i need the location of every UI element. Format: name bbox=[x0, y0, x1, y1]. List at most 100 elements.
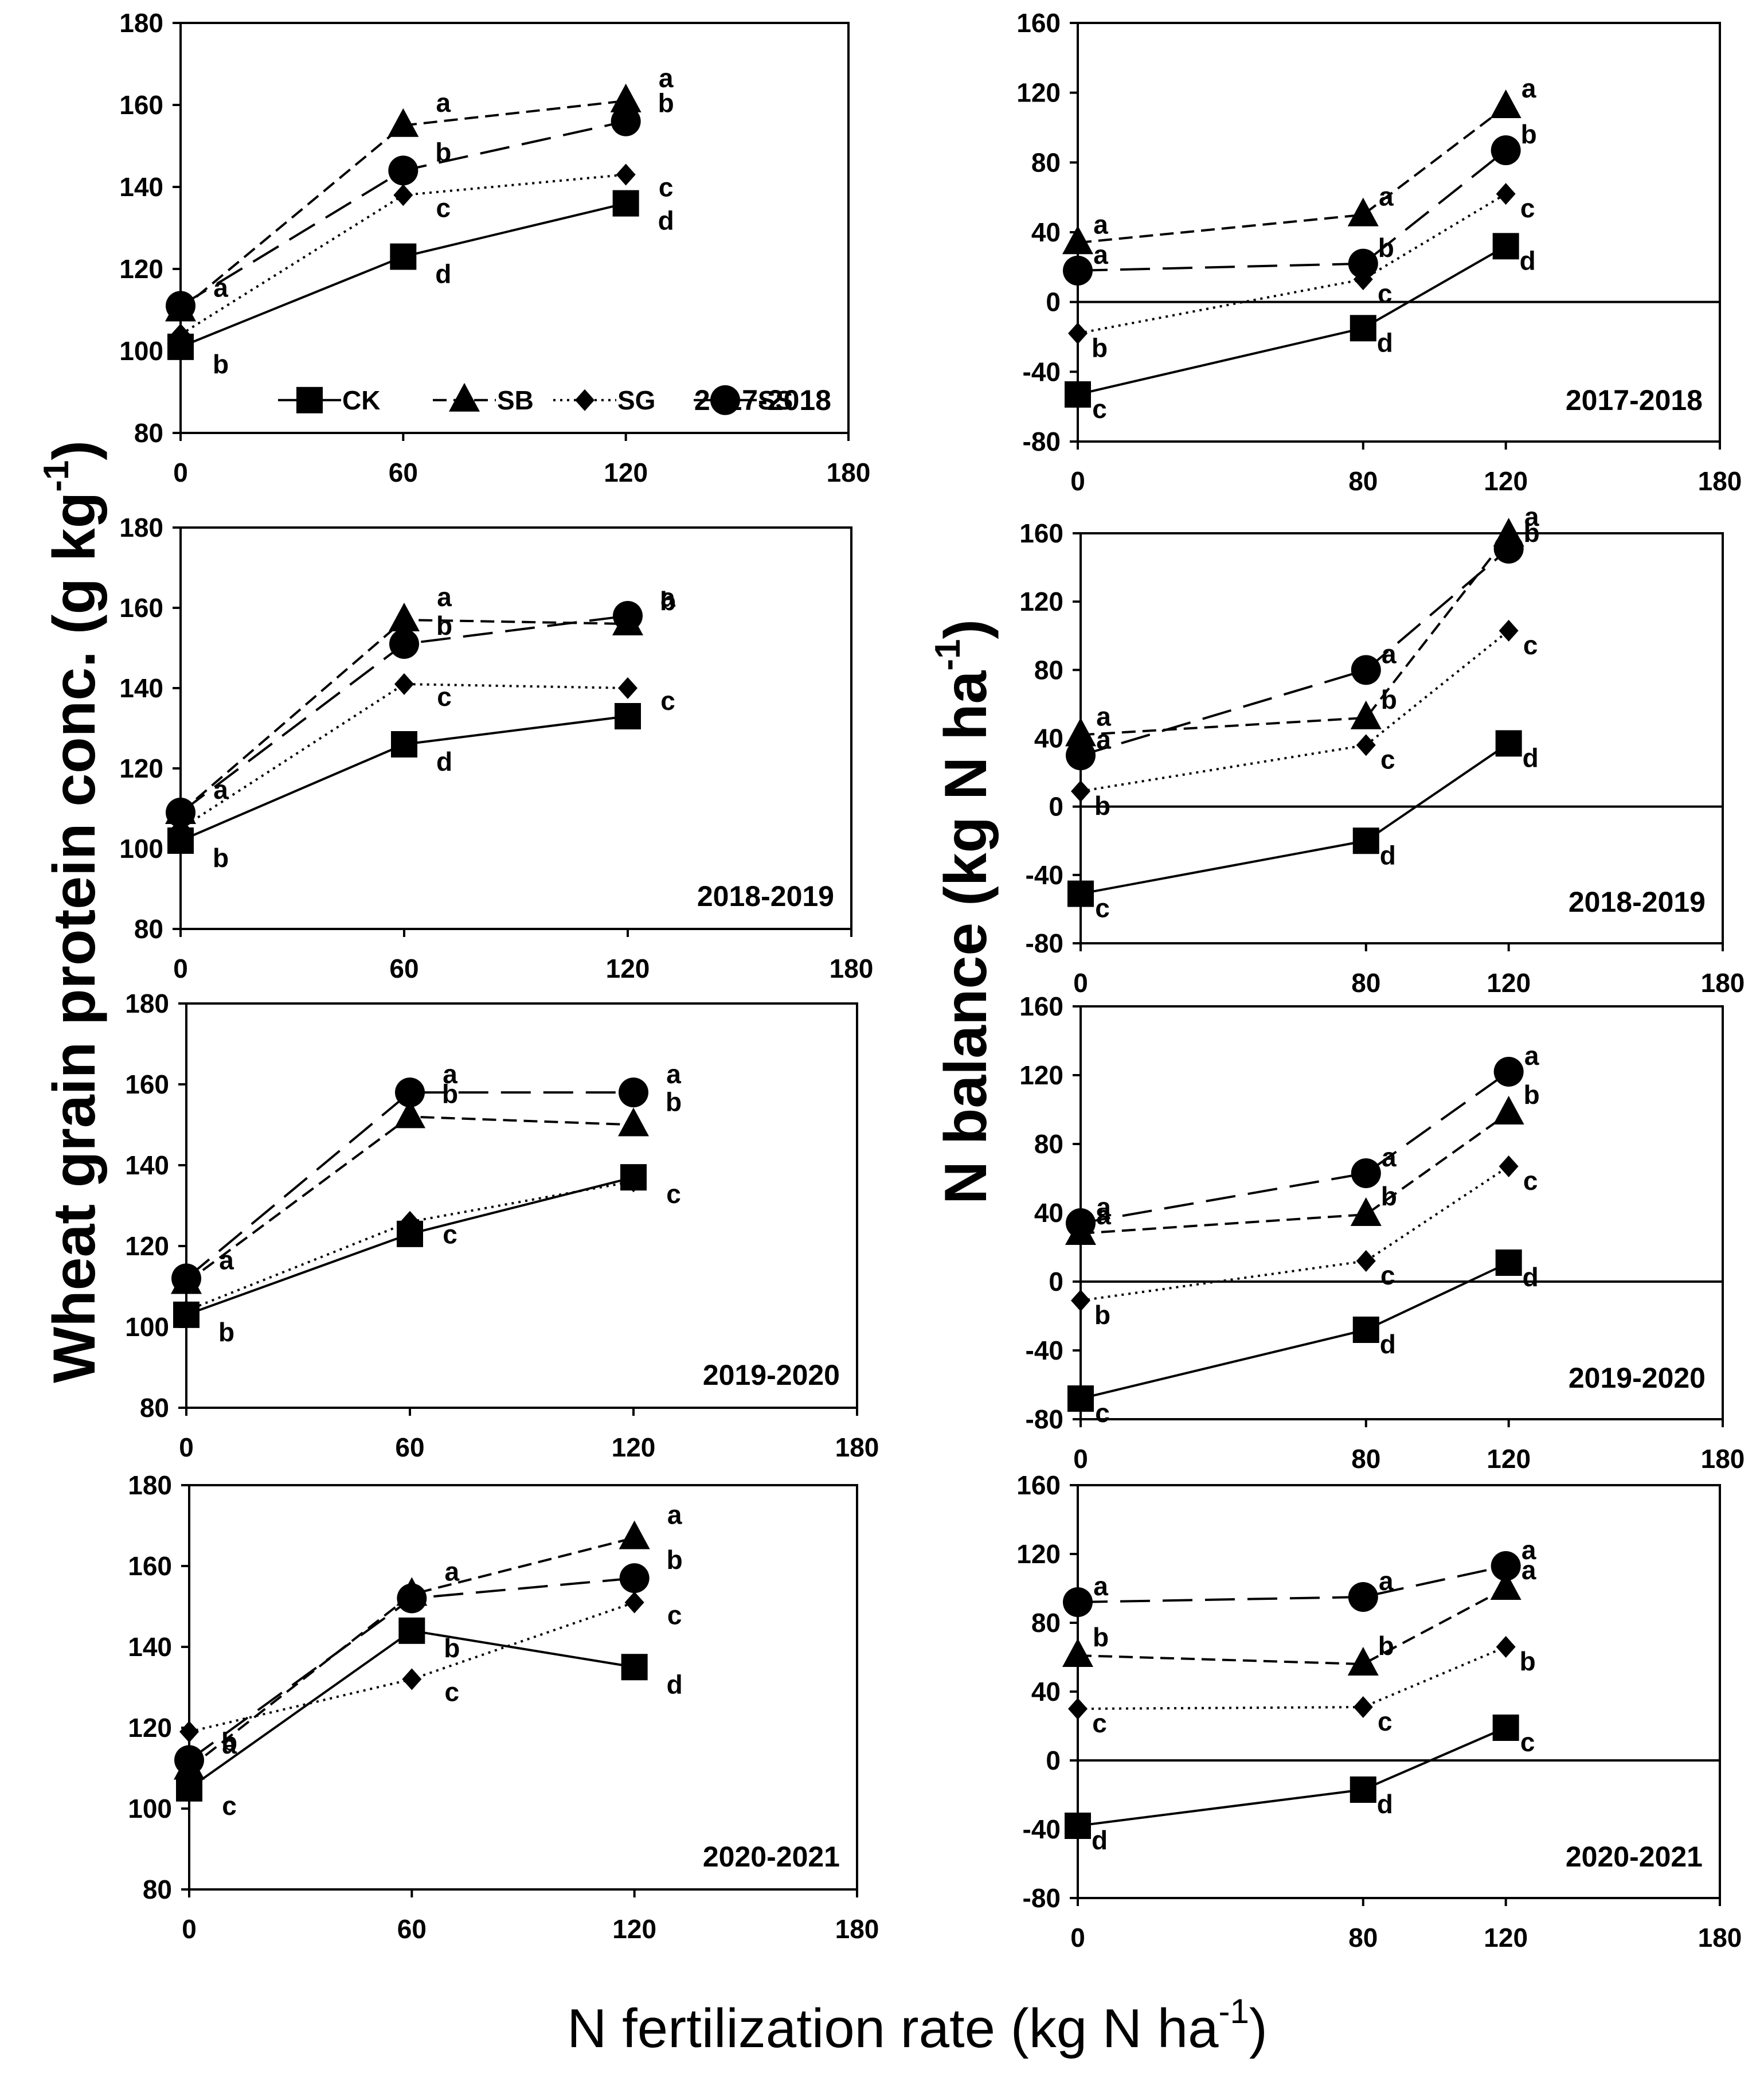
series-line-SS bbox=[1080, 1071, 1509, 1224]
y-tick-label: 40 bbox=[1034, 724, 1063, 753]
y-tick-label: 140 bbox=[125, 1150, 169, 1180]
significance-letter: d bbox=[1523, 743, 1539, 772]
marker-SS bbox=[1348, 1582, 1378, 1612]
series-SG: bcc bbox=[1068, 183, 1535, 362]
marker-SB bbox=[1493, 1096, 1524, 1124]
significance-letter: d bbox=[435, 259, 451, 289]
significance-letter: b bbox=[1381, 685, 1397, 714]
y-tick-label: 120 bbox=[1019, 587, 1063, 616]
marker-SS bbox=[1063, 255, 1093, 286]
legend-item-CK: CK bbox=[278, 385, 380, 415]
marker-CK bbox=[1350, 315, 1376, 342]
series-CK: c d d bbox=[1067, 1249, 1539, 1428]
significance-letter: b bbox=[1378, 1631, 1394, 1661]
y-tick-label: 80 bbox=[1034, 1129, 1063, 1159]
y-tick-label: 40 bbox=[1031, 217, 1061, 247]
marker-SG bbox=[171, 323, 190, 346]
series-line-SS bbox=[1077, 149, 1507, 272]
marker-CK bbox=[1352, 827, 1379, 854]
right-y-axis-title: N balance (kg N ha-1) bbox=[928, 619, 999, 1204]
x-tick-label: 80 bbox=[1351, 968, 1380, 998]
series-line-SB bbox=[1080, 534, 1510, 736]
x-tick-label: 0 bbox=[1070, 1923, 1085, 1953]
series-SB: aa bbox=[165, 63, 674, 322]
y-tick-label: 140 bbox=[128, 1632, 172, 1662]
legend-item-SS: SS bbox=[694, 385, 793, 415]
significance-letter: a bbox=[1379, 182, 1394, 212]
significance-letter: a bbox=[1093, 240, 1108, 270]
marker-SS bbox=[1351, 655, 1381, 685]
marker-SS bbox=[174, 1745, 204, 1775]
y-tick-label: 80 bbox=[134, 914, 163, 944]
significance-letter: b bbox=[658, 88, 674, 118]
marker-SS bbox=[619, 1077, 648, 1108]
y-tick-label: 180 bbox=[119, 513, 163, 542]
y-tick-label: 0 bbox=[1049, 792, 1063, 822]
significance-letter: a bbox=[445, 1556, 460, 1586]
marker-SG bbox=[624, 1591, 644, 1614]
plot-frame bbox=[1079, 532, 1724, 944]
x-tick-label: 0 bbox=[1070, 466, 1085, 496]
marker-CK bbox=[615, 703, 641, 729]
significance-letter: a bbox=[1524, 502, 1539, 532]
year-label: 2019-2020 bbox=[1569, 1362, 1706, 1394]
significance-letter: d bbox=[1377, 327, 1393, 357]
series-CK: d d c bbox=[1065, 1715, 1535, 1855]
significance-letter: b bbox=[1524, 518, 1540, 548]
significance-letter: c bbox=[660, 686, 675, 716]
significance-letter: c bbox=[437, 682, 452, 712]
significance-letter: d bbox=[1380, 1329, 1396, 1359]
significance-letter: a bbox=[1096, 1192, 1111, 1222]
x-tick-label: 80 bbox=[1351, 1444, 1380, 1474]
series-CK: b bbox=[173, 1164, 647, 1347]
marker-SB bbox=[1350, 1197, 1382, 1226]
significance-letter: a bbox=[1379, 1566, 1394, 1596]
significance-letter: a bbox=[213, 272, 228, 302]
y-tick-label: 80 bbox=[1034, 655, 1063, 685]
marker-CK bbox=[612, 190, 639, 217]
marker-CK bbox=[1492, 233, 1519, 260]
marker-SG bbox=[393, 184, 413, 206]
series-CK: b d d bbox=[167, 190, 674, 379]
y-tick-label: 0 bbox=[1046, 287, 1061, 317]
y-tick-label: 180 bbox=[128, 1470, 172, 1500]
significance-letter: c bbox=[1380, 744, 1395, 774]
y-tick-label: 0 bbox=[1049, 1267, 1063, 1297]
y-tick-label: -80 bbox=[1023, 427, 1061, 456]
y-tick-label: -40 bbox=[1026, 1336, 1063, 1365]
significance-letter: b bbox=[1381, 1181, 1397, 1211]
significance-letter: a bbox=[1522, 73, 1536, 103]
y-tick-label: 100 bbox=[125, 1312, 169, 1342]
series-line-SS bbox=[1080, 548, 1509, 757]
y-tick-label: 180 bbox=[125, 989, 169, 1018]
series-CK: bd bbox=[167, 703, 641, 873]
marker-CK bbox=[1495, 730, 1522, 757]
plot-frame bbox=[188, 1484, 858, 1891]
significance-letter: b bbox=[1524, 1080, 1540, 1110]
legend-marker bbox=[296, 386, 323, 413]
y-tick-label: 80 bbox=[134, 418, 163, 448]
legend-marker bbox=[575, 389, 594, 411]
significance-letter: c bbox=[1378, 279, 1393, 309]
significance-letter: b bbox=[436, 611, 452, 641]
x-tick-label: 180 bbox=[1701, 1444, 1745, 1474]
marker-SG bbox=[1496, 1636, 1516, 1658]
significance-letter: a bbox=[1382, 1142, 1397, 1172]
significance-letter: c bbox=[1092, 394, 1107, 424]
x-tick-label: 0 bbox=[179, 1432, 194, 1462]
marker-SB bbox=[1062, 1638, 1093, 1667]
y-tick-label: -40 bbox=[1026, 860, 1063, 890]
marker-SS bbox=[389, 629, 419, 659]
marker-SS bbox=[395, 1077, 425, 1108]
marker-CK bbox=[1065, 381, 1091, 408]
significance-letter: b bbox=[1521, 119, 1537, 149]
y-tick-label: -80 bbox=[1023, 1883, 1061, 1913]
